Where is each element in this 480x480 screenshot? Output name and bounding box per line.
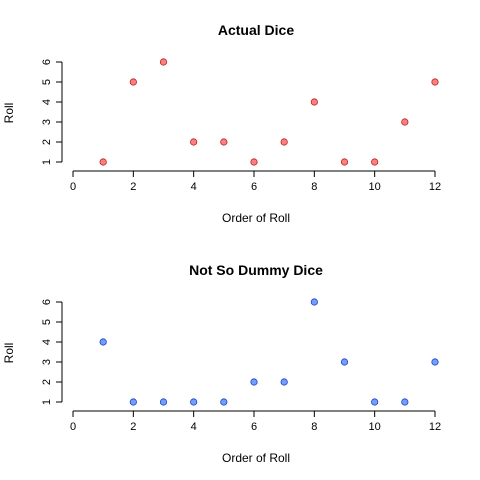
- chart-title: Not So Dummy Dice: [189, 262, 323, 278]
- x-tick-label: 8: [311, 421, 317, 433]
- data-point: [401, 118, 409, 126]
- y-tick-label: 2: [41, 379, 53, 385]
- data-point: [220, 138, 228, 146]
- data-point: [340, 358, 349, 366]
- x-tick-label: 4: [191, 421, 197, 433]
- y-tick-label: 3: [41, 359, 53, 365]
- data-point: [159, 58, 168, 66]
- data-point: [129, 398, 137, 406]
- data-point: [280, 378, 288, 386]
- x-axis-label: Order of Roll: [222, 211, 290, 225]
- y-tick-label: 2: [41, 139, 53, 145]
- data-point: [250, 158, 258, 166]
- x-tick-label: 10: [369, 421, 381, 433]
- data-point: [371, 398, 379, 406]
- x-axis-label: Order of Roll: [222, 451, 290, 465]
- data-point: [310, 298, 318, 306]
- y-tick-label: 4: [41, 339, 53, 345]
- x-tick-label: 6: [251, 421, 257, 433]
- data-point: [190, 398, 198, 406]
- data-point: [371, 158, 379, 166]
- x-tick-label: 2: [130, 421, 136, 433]
- data-point: [99, 158, 107, 166]
- x-tick-label: 12: [429, 181, 441, 193]
- data-point: [310, 98, 318, 106]
- data-point: [220, 398, 228, 406]
- y-tick-label: 6: [41, 299, 53, 305]
- x-tick-label: 0: [70, 181, 76, 193]
- y-axis-label: Roll: [2, 343, 16, 364]
- chart-title: Actual Dice: [218, 22, 294, 38]
- y-tick-label: 1: [41, 159, 53, 165]
- y-axis-label: Roll: [2, 103, 16, 124]
- data-point: [99, 338, 107, 346]
- x-tick-label: 2: [130, 181, 136, 193]
- x-tick-label: 6: [251, 181, 257, 193]
- y-tick-label: 5: [41, 79, 53, 85]
- data-point: [129, 78, 137, 86]
- x-tick-label: 4: [191, 181, 197, 193]
- y-tick-label: 1: [41, 399, 53, 405]
- x-tick-label: 12: [429, 421, 441, 433]
- y-tick-label: 5: [41, 319, 53, 325]
- data-point: [431, 78, 439, 86]
- y-tick-label: 6: [41, 59, 53, 65]
- x-tick-label: 10: [369, 181, 381, 193]
- chart-actual-dice: Actual Dice Order of Roll Roll 0 2 4 6 8 10 12…: [2, 22, 441, 225]
- data-point: [340, 158, 349, 166]
- data-point: [250, 378, 258, 386]
- x-tick-label: 0: [70, 421, 76, 433]
- data-point: [401, 398, 409, 406]
- data-point: [431, 358, 439, 366]
- data-point: [190, 138, 198, 146]
- x-tick-label: 8: [311, 181, 317, 193]
- y-tick-label: 4: [41, 99, 53, 105]
- data-point: [280, 138, 288, 146]
- y-tick-label: 3: [41, 119, 53, 125]
- chart-not-so-dummy-dice: Not So Dummy Dice Order of Roll Roll 0 2 4…: [2, 262, 441, 465]
- data-point: [159, 398, 168, 406]
